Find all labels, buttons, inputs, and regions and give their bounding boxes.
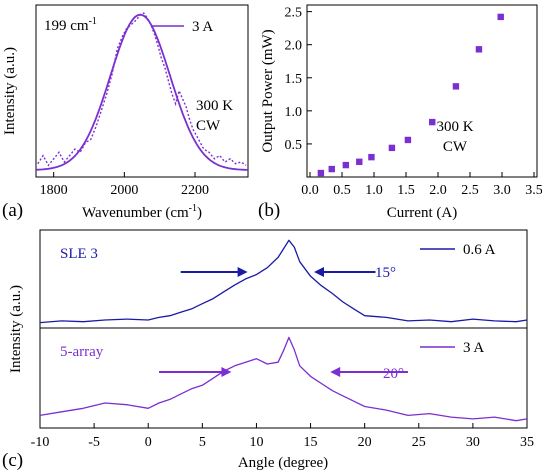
- panel-b-y-tick-label: 1.0: [285, 105, 303, 120]
- panel-b-data-point: [452, 83, 460, 90]
- panel-c-x-tick-label: 5: [199, 435, 206, 450]
- panel-b-temperature-annotation: 300 K: [436, 119, 473, 135]
- panel-a-x-axis-label: Wavenumber (cm-1): [82, 203, 202, 221]
- panel-c-x-tick-label: -5: [88, 435, 100, 450]
- panel-b-ticks: 0.0 0.5 1.0 1.5 2.0 2.5 3.0 3.5 0.5 1.0 1.5 2.0 2.5: [285, 6, 542, 198]
- panel-b-data-point: [429, 118, 436, 126]
- panel-b-data-point: [342, 161, 350, 169]
- panel-b-x-tick-label: 2.0: [429, 183, 447, 198]
- panel-a-legend-label: 3 A: [192, 19, 213, 35]
- panel-b-data-point: [475, 46, 483, 53]
- panel-b-y-axis-label: Output Power (mW): [260, 29, 276, 152]
- panel-c-bottom-series-label: 5-array: [60, 344, 104, 360]
- panel-c-bottom-divergence-arrowhead-left: [221, 367, 232, 377]
- panel-c-bottom-divergence-label: 20°: [383, 366, 404, 382]
- panel-a-mode-annotation: CW: [196, 118, 221, 134]
- panel-c-x-tick-label: -10: [31, 435, 50, 450]
- panel-b-y-tick-label: 2.5: [285, 6, 303, 21]
- panel-c-x-axis-label: Angle (degree): [238, 455, 328, 471]
- panel-c-top-series-label: SLE 3: [60, 246, 98, 262]
- panel-a-fit-curve: [35, 13, 248, 171]
- panel-b-data-point: [317, 169, 325, 177]
- panel-b-x-tick-label: 1.0: [365, 183, 383, 198]
- panel-c-frame: [39, 229, 528, 429]
- panel-c: -10 -5 0 5 10 15 20 25 30 35 SLE 3 0.6 A 15° 5-ar…: [2, 229, 534, 471]
- panel-b-y-tick-label: 2.0: [285, 39, 303, 54]
- panel-a: 1800 2000 2200 199 cm-1 3 A 300 K CW Inten…: [2, 4, 249, 221]
- panel-a-measured-curve: [37, 12, 247, 167]
- panel-a-frame: [35, 4, 249, 178]
- panel-a-x-tick-label: 2000: [110, 183, 138, 198]
- panel-c-marks: [39, 239, 528, 422]
- panel-c-x-tick-label: 20: [358, 435, 372, 450]
- panel-b-x-tick-label: 0.5: [333, 183, 351, 198]
- panel-c-top-legend-label: 0.6 A: [463, 242, 496, 258]
- panel-b-x-axis-label: Current (A): [387, 205, 457, 221]
- panel-c-x-tick-label: 15: [304, 435, 318, 450]
- panel-c-x-tick-label: 25: [412, 435, 426, 450]
- panel-b-x-tick-label: 2.5: [461, 183, 479, 198]
- panel-c-ticks: -10 -5 0 5 10 15 20 25 30 35: [31, 423, 534, 450]
- panel-a-temperature-annotation: 300 K: [196, 98, 233, 114]
- panel-b-x-tick-label: 0.0: [301, 183, 319, 198]
- panel-a-y-axis-label: Intensity (a.u.): [2, 47, 18, 135]
- panel-c-top-divergence-arrowhead-left: [237, 267, 248, 277]
- panel-b-marks: [317, 13, 504, 177]
- panel-c-bottom-divergence-arrowhead-right: [330, 367, 341, 377]
- panel-c-label: (c): [2, 450, 23, 471]
- panel-b-mode-annotation: CW: [443, 139, 468, 155]
- panel-b-y-tick-label: 0.5: [285, 138, 303, 153]
- panel-a-label: (a): [2, 200, 23, 221]
- panel-b-frame: [306, 4, 538, 178]
- panel-b-x-tick-label: 3.5: [525, 183, 542, 198]
- panel-c-x-tick-label: 10: [249, 435, 263, 450]
- panel-c-x-tick-label: 0: [145, 435, 152, 450]
- panel-b-data-point: [404, 136, 412, 144]
- panel-b-label: (b): [258, 200, 280, 221]
- panel-a-marks: [35, 12, 248, 171]
- panel-a-linewidth-annotation: 199 cm-1: [44, 16, 97, 34]
- panel-c-top-curve: [39, 239, 528, 324]
- panel-c-bottom-legend-label: 3 A: [463, 340, 484, 356]
- panel-b-data-point: [328, 165, 335, 173]
- panel-c-top-divergence-label: 15°: [375, 265, 396, 281]
- panel-b-data-point: [497, 13, 504, 21]
- panel-b-data-point: [388, 144, 396, 152]
- panel-a-x-tick-label: 2200: [181, 183, 209, 198]
- panel-b-x-tick-label: 1.5: [397, 183, 415, 198]
- panel-b-data-point: [356, 158, 363, 165]
- panel-c-top-divergence-arrowhead-right: [314, 267, 324, 277]
- panel-b-data-point: [368, 153, 375, 161]
- panel-b-y-tick-label: 1.5: [285, 72, 303, 87]
- panel-a-ticks: 1800 2000 2200: [40, 172, 209, 198]
- panel-b-x-tick-label: 3.0: [493, 183, 511, 198]
- panel-c-x-tick-label: 35: [520, 435, 534, 450]
- panel-c-bottom-curve: [39, 336, 528, 422]
- panel-a-x-tick-label: 1800: [40, 183, 68, 198]
- panel-c-x-tick-label: 30: [466, 435, 480, 450]
- panel-b: 0.0 0.5 1.0 1.5 2.0 2.5 3.0 3.50.51.01.52.02.5 …: [258, 4, 542, 221]
- panel-c-y-axis-label: Intensity (a.u.): [8, 285, 24, 373]
